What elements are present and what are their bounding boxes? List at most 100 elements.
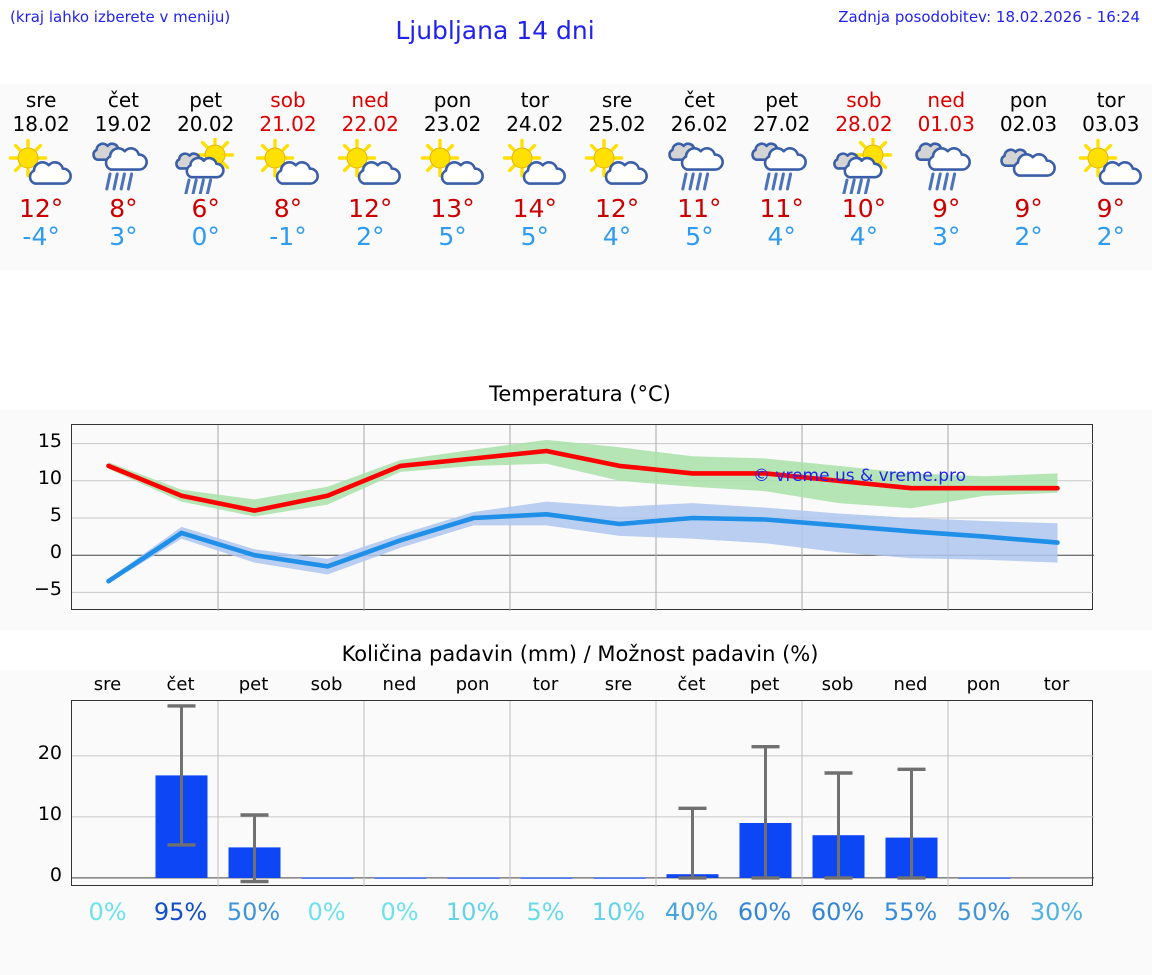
day-date: 18.02: [12, 112, 70, 136]
forecast-day-strip: sre 18.02 12° -4° čet 19.02 8° 3° pet 20.02 6° 0…: [0, 84, 1152, 270]
precipitation-probability-label: 10%: [445, 898, 500, 926]
precipitation-day-label: pon: [966, 674, 1001, 695]
temperature-y-tick-label: 15: [37, 429, 62, 452]
day-temp-min: 4°: [767, 222, 796, 251]
sun-cloud-icon: [578, 138, 656, 194]
precipitation-probability-label: 55%: [883, 898, 938, 926]
day-date: 23.02: [423, 112, 482, 136]
day-temp-min: 4°: [602, 222, 632, 251]
day-date: 25.02: [588, 112, 646, 136]
precipitation-chart-title: Količina padavin (mm) / Možnost padavin …: [341, 642, 819, 666]
day-name: sob: [846, 88, 882, 112]
last-update-text: Zadnja posodobitev: 18.02.2026 - 16:24: [838, 8, 1140, 26]
precipitation-day-label: tor: [1043, 674, 1070, 695]
precipitation-probability-label: 0%: [88, 898, 127, 926]
day-temp-max: 12°: [594, 194, 640, 223]
forecast-day-column[interactable]: tor 03.03 9° 2°: [1070, 84, 1152, 270]
temperature-y-tick-label: −5: [33, 578, 62, 601]
temperature-plot-area: [71, 424, 1094, 611]
forecast-day-column[interactable]: čet 26.02 11° 5°: [658, 84, 740, 270]
day-temp-min: 0°: [191, 222, 220, 251]
forecast-day-column[interactable]: sre 18.02 12° -4°: [0, 84, 82, 270]
precipitation-probability-label: 0%: [380, 898, 419, 926]
precipitation-probability-label: 5%: [526, 898, 565, 926]
day-name: sre: [25, 88, 57, 112]
sun-cloud-icon: [249, 138, 327, 194]
sun-cloud-rain-icon: [825, 138, 903, 194]
temperature-y-tick-label: 5: [49, 504, 62, 526]
precipitation-y-tick-label: 10: [37, 802, 62, 825]
temperature-chart-title: Temperatura (°C): [489, 382, 671, 406]
forecast-day-column[interactable]: pet 20.02 6° 0°: [165, 84, 247, 270]
page-header: (kraj lahko izberete v meniju) Ljubljana…: [0, 0, 1152, 60]
precipitation-y-tick-label: 20: [37, 741, 62, 764]
precipitation-probability-label: 50%: [956, 898, 1011, 926]
precipitation-day-label: sob: [821, 674, 854, 695]
forecast-day-column[interactable]: sob 21.02 8° -1°: [247, 84, 329, 270]
cloud-rain-icon: [660, 138, 738, 194]
precipitation-plot-area: [71, 700, 1094, 887]
day-name: sob: [270, 88, 306, 112]
day-name: pet: [765, 88, 799, 112]
forecast-day-column[interactable]: pon 23.02 13° 5°: [411, 84, 493, 270]
precipitation-probability-label: 40%: [664, 898, 719, 926]
forecast-day-column[interactable]: tor 24.02 14° 5°: [494, 84, 576, 270]
sun-cloud-icon: [414, 138, 492, 194]
precipitation-day-label: čet: [166, 674, 195, 695]
temperature-y-tick-label: 10: [37, 466, 62, 489]
precipitation-probability-label: 50%: [226, 898, 281, 926]
day-name: ned: [927, 88, 966, 112]
precipitation-probability-label: 10%: [591, 898, 646, 926]
day-temp-max: 9°: [1014, 194, 1043, 223]
forecast-day-column[interactable]: pon 02.03 9° 2°: [987, 84, 1069, 270]
cloud-rain-icon: [743, 138, 821, 194]
day-temp-max: 8°: [109, 194, 138, 223]
day-temp-max: 6°: [191, 194, 220, 223]
day-temp-min: 3°: [932, 222, 961, 251]
precipitation-day-label: pon: [455, 674, 490, 695]
day-date: 28.02: [835, 112, 893, 136]
precipitation-probability-label: 0%: [307, 898, 346, 926]
day-name: ned: [351, 88, 390, 112]
precipitation-probability-label: 30%: [1029, 898, 1084, 926]
day-name: tor: [1096, 88, 1125, 112]
temperature-y-tick-label: 0: [49, 541, 62, 564]
forecast-day-column[interactable]: ned 01.03 9° 3°: [905, 84, 987, 270]
precipitation-probability-label: 60%: [810, 898, 865, 926]
precipitation-day-label: tor: [532, 674, 559, 695]
day-date: 26.02: [670, 112, 729, 136]
precipitation-day-labels: sre čet pet sob ned pon tor sre čet pet sob ned pon t…: [71, 674, 1093, 695]
day-name: sre: [601, 88, 633, 112]
precipitation-day-label: pet: [749, 674, 780, 695]
precipitation-day-label: ned: [382, 674, 417, 695]
precipitation-day-label: čet: [677, 674, 706, 695]
forecast-day-column[interactable]: sre 25.02 12° 4°: [576, 84, 658, 270]
forecast-day-column[interactable]: čet 19.02 8° 3°: [82, 84, 164, 270]
day-temp-min: -4°: [22, 222, 60, 251]
forecast-day-column[interactable]: sob 28.02 10° 4°: [823, 84, 905, 270]
day-temp-max: 9°: [1096, 194, 1125, 223]
probability-of-precipitation-row: 0% 95% 50% 0% 0% 10% 5% 10% 40% 60% 60% 55% 50% 30%: [71, 898, 1093, 926]
day-name: pon: [433, 88, 472, 112]
day-date: 21.02: [259, 112, 317, 136]
day-temp-max: 12°: [18, 194, 64, 223]
precipitation-probability-label: 60%: [737, 898, 792, 926]
sun-cloud-icon: [331, 138, 409, 194]
day-temp-min: 5°: [685, 222, 714, 251]
forecast-day-column[interactable]: pet 27.02 11° 4°: [741, 84, 823, 270]
day-temp-min: -1°: [269, 222, 307, 251]
day-name: pon: [1009, 88, 1048, 112]
precipitation-day-label: ned: [893, 674, 928, 695]
sun-cloud-rain-icon: [167, 138, 245, 194]
precipitation-day-label: pet: [238, 674, 269, 695]
precipitation-y-tick-label: 0: [49, 863, 62, 886]
day-date: 22.02: [341, 112, 399, 136]
day-temp-min: 2°: [356, 222, 385, 251]
forecast-day-column[interactable]: ned 22.02 12° 2°: [329, 84, 411, 270]
cloud-icon: [990, 138, 1068, 194]
day-date: 02.03: [999, 112, 1058, 136]
precipitation-probability-label: 95%: [153, 898, 208, 926]
day-date: 24.02: [506, 112, 564, 136]
cloud-rain-icon: [907, 138, 985, 194]
day-temp-max: 8°: [273, 194, 303, 223]
